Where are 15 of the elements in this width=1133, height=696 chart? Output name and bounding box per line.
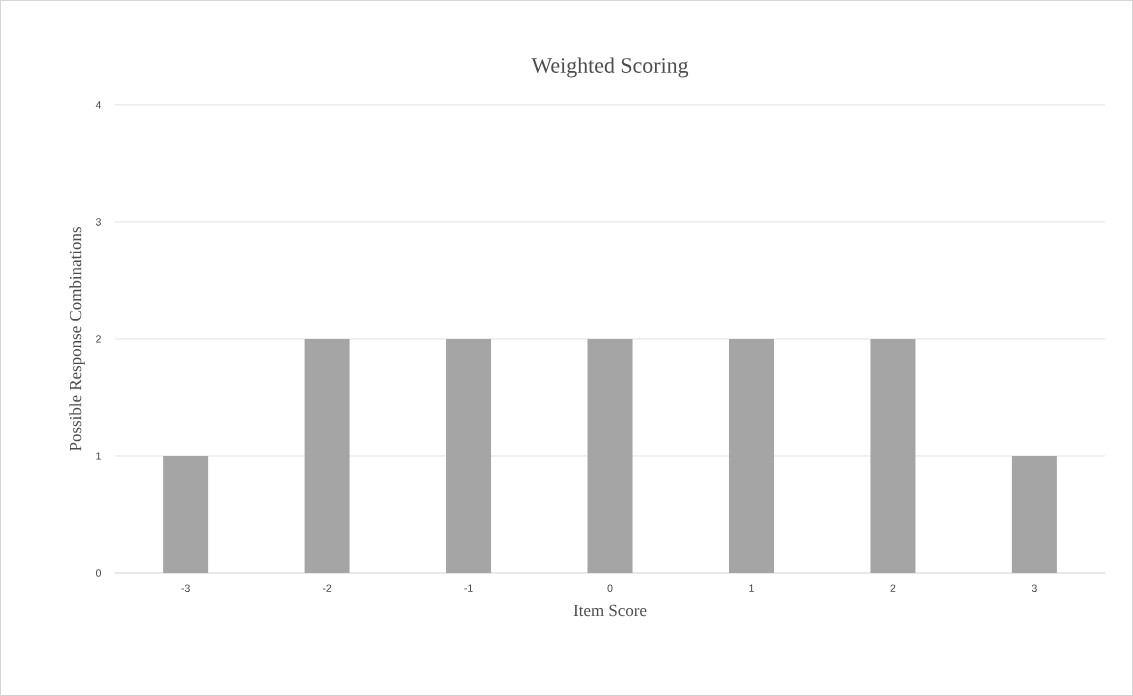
x-tick-label: -3	[181, 584, 190, 592]
x-tick-label: -1	[464, 584, 473, 592]
y-tick-label: 3	[95, 218, 101, 226]
x-tick-label: -2	[322, 584, 332, 592]
y-tick-label: 1	[96, 452, 101, 460]
chart-title: Weighted Scoring	[531, 57, 689, 78]
x-tick-label: 1	[749, 584, 754, 592]
x-axis-title: Item Score	[573, 604, 647, 617]
x-tick-label: 0	[607, 584, 613, 592]
y-axis-title: Possible Response Combinations	[69, 227, 85, 451]
x-tick-label: 2	[890, 584, 896, 592]
x-tick-label: 3	[1031, 584, 1037, 592]
y-tick-label: 0	[95, 569, 101, 577]
y-tick-label: 2	[96, 335, 101, 343]
y-tick-label: 4	[95, 101, 102, 109]
